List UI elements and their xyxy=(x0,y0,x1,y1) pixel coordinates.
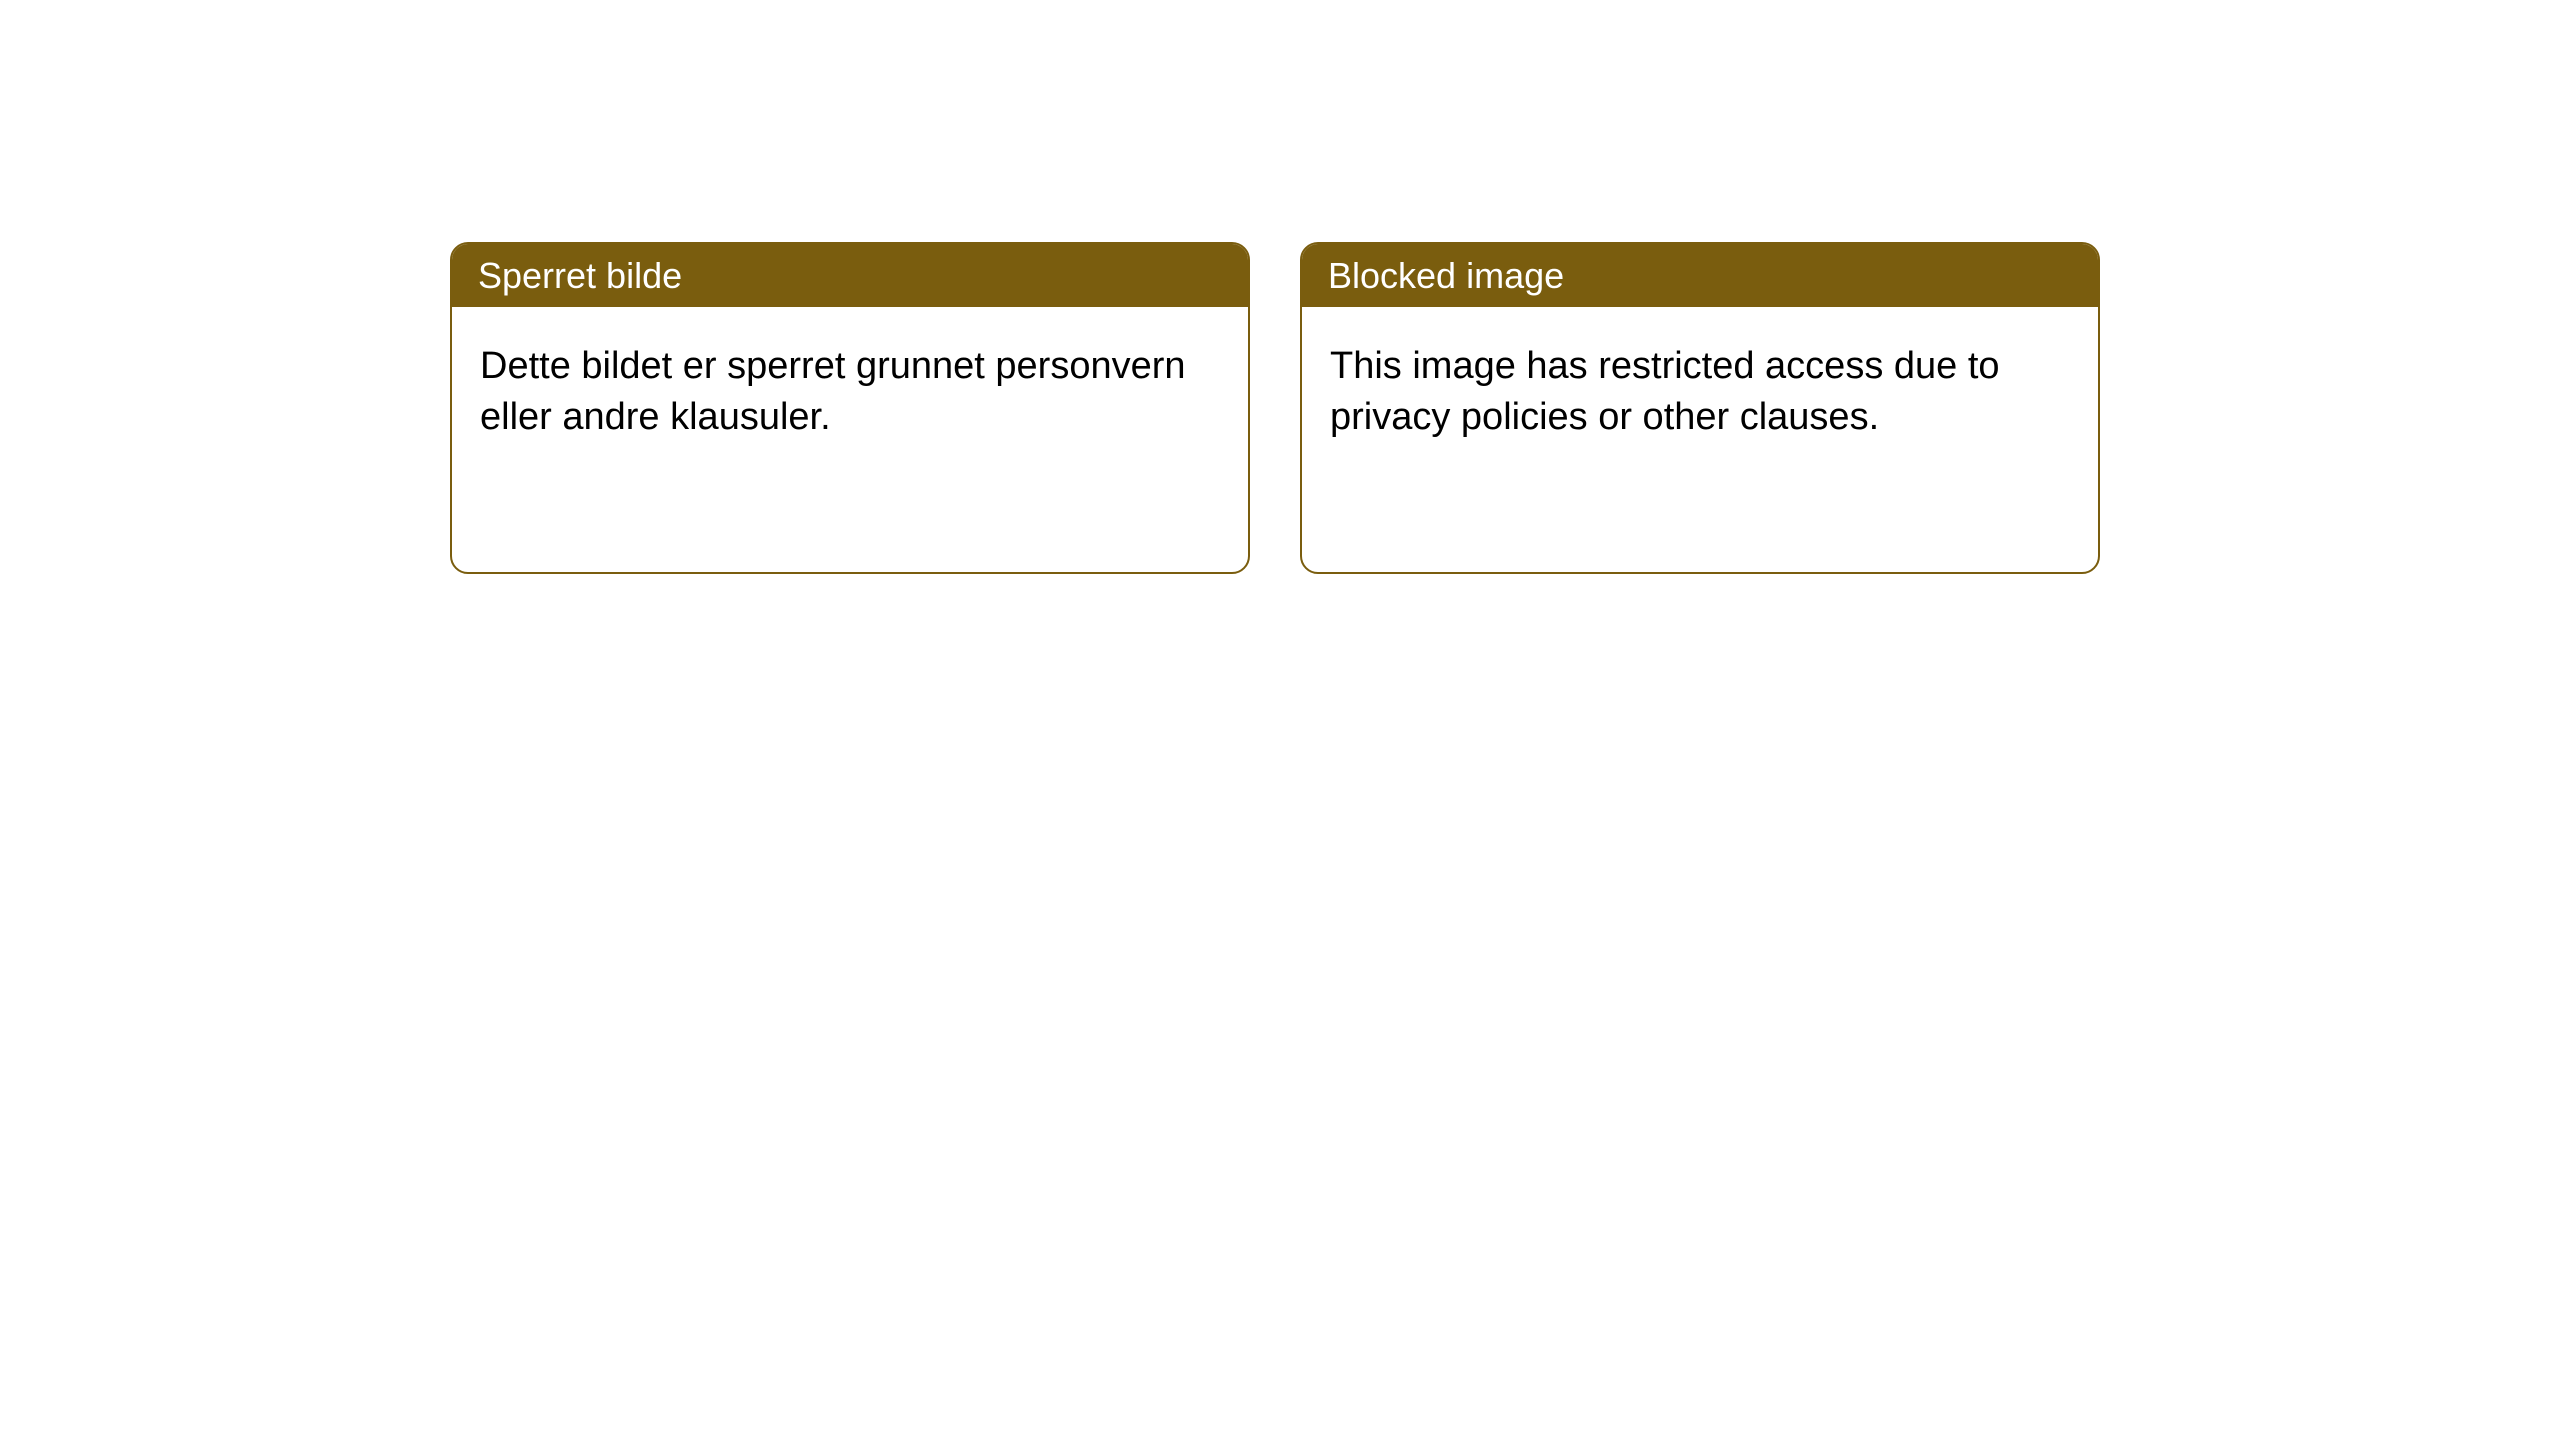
notice-card-norwegian: Sperret bilde Dette bildet er sperret gr… xyxy=(450,242,1250,574)
notice-body: This image has restricted access due to … xyxy=(1302,307,2098,478)
notice-container: Sperret bilde Dette bildet er sperret gr… xyxy=(0,0,2560,574)
notice-header: Blocked image xyxy=(1302,244,2098,307)
notice-header: Sperret bilde xyxy=(452,244,1248,307)
notice-card-english: Blocked image This image has restricted … xyxy=(1300,242,2100,574)
notice-body: Dette bildet er sperret grunnet personve… xyxy=(452,307,1248,478)
